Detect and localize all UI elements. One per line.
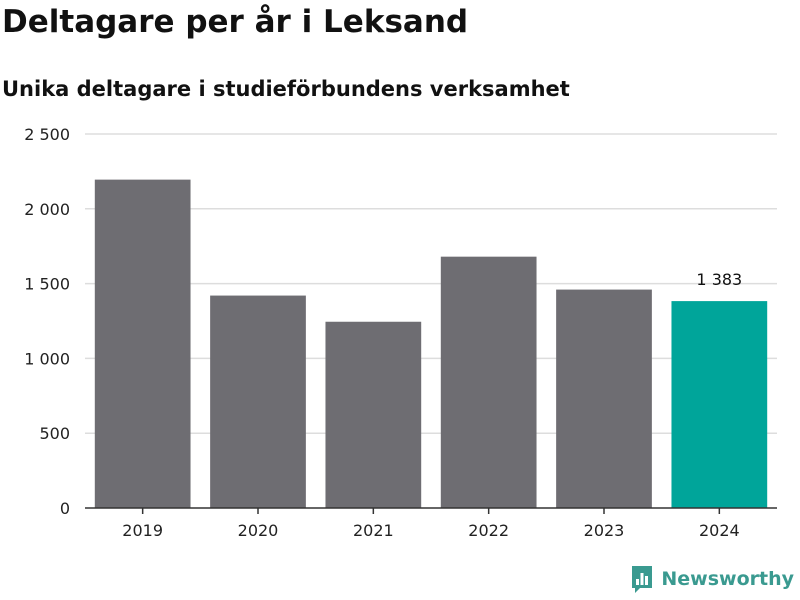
chart-title: Deltagare per år i Leksand xyxy=(2,4,469,40)
x-tick-label: 2019 xyxy=(122,521,163,540)
bar-2022 xyxy=(440,256,537,508)
data-label: 1 383 xyxy=(696,270,742,289)
x-tick-label: 2021 xyxy=(353,521,394,540)
y-tick-label: 500 xyxy=(39,424,70,443)
bar-2023 xyxy=(556,289,652,508)
x-tick-label: 2022 xyxy=(468,521,509,540)
chart-subtitle: Unika deltagare i studieförbundens verks… xyxy=(2,77,570,101)
bar-2021 xyxy=(325,321,422,508)
bar-chart-icon xyxy=(632,566,653,593)
brand-logo: Newsworthy xyxy=(630,564,794,594)
y-tick-label: 2 500 xyxy=(24,125,70,144)
x-tick-label: 2023 xyxy=(584,521,625,540)
bar-2019 xyxy=(94,179,191,509)
brand-name: Newsworthy xyxy=(661,568,794,590)
x-tick-label: 2020 xyxy=(238,521,279,540)
y-tick-label: 1 000 xyxy=(24,349,70,368)
y-tick-label: 1 500 xyxy=(24,275,70,294)
x-tick-label: 2024 xyxy=(699,521,740,540)
bar-2024 xyxy=(671,301,768,508)
y-tick-label: 0 xyxy=(60,499,70,518)
bar-2020 xyxy=(210,295,306,508)
y-tick-label: 2 000 xyxy=(24,200,70,219)
